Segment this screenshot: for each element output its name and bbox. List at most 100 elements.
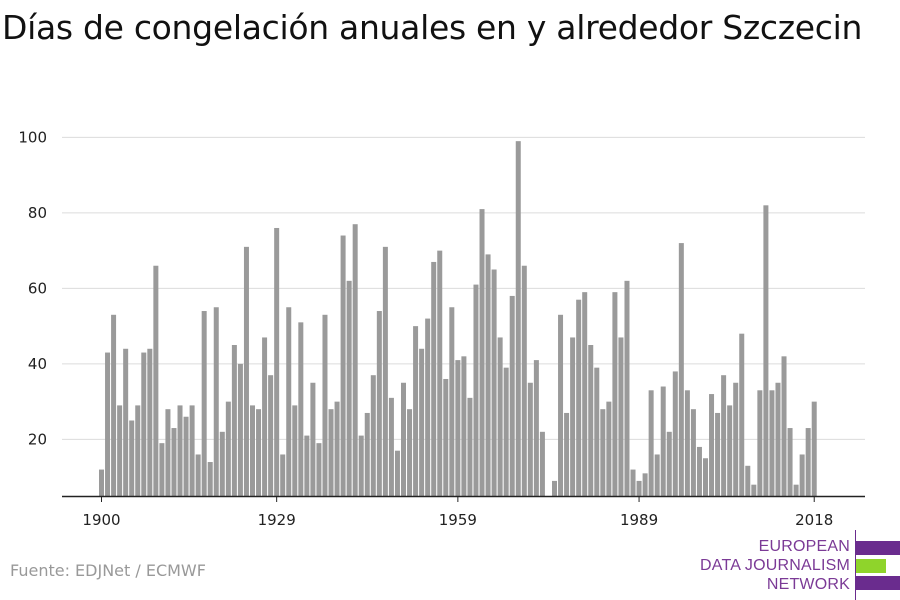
bar[interactable]: 1955: 67 (431, 261, 437, 496)
bar[interactable]: 1904: 44 (123, 348, 129, 496)
bar[interactable]: 1919: 55 (213, 307, 219, 496)
bar[interactable]: 1935: 35 (310, 382, 316, 496)
bar[interactable]: 1997: 33 (684, 390, 690, 496)
bar[interactable]: 1948: 31 (388, 397, 394, 496)
bar[interactable]: 1979: 57 (576, 299, 582, 496)
bar[interactable]: 1946: 54 (376, 311, 382, 496)
bar[interactable]: 1926: 28 (256, 409, 262, 496)
bar[interactable]: 1924: 71 (243, 246, 249, 496)
bar[interactable]: 1992: 16 (654, 454, 660, 496)
bar[interactable]: 1929: 76 (274, 227, 280, 497)
bar[interactable]: 1947: 71 (382, 246, 388, 496)
bar[interactable]: 2014: 23 (787, 428, 793, 496)
bar[interactable]: 1908: 44 (147, 348, 153, 496)
bar[interactable]: 1902: 53 (111, 314, 117, 496)
bar[interactable]: 1941: 62 (346, 280, 352, 496)
bar[interactable]: 1977: 27 (564, 412, 570, 496)
bar[interactable]: 1995: 38 (672, 371, 678, 496)
bar[interactable]: 1928: 37 (268, 375, 274, 496)
bar[interactable]: 2001: 32 (709, 394, 715, 496)
bar[interactable]: 1910: 19 (159, 443, 165, 496)
bar[interactable]: 1969: 99 (515, 141, 521, 496)
bar[interactable]: 1900: 12 (99, 469, 104, 496)
bar[interactable]: 1912: 23 (171, 428, 177, 496)
bar[interactable]: 1987: 62 (624, 280, 630, 496)
bar[interactable]: 1918: 14 (207, 462, 213, 496)
bar[interactable]: 1911: 28 (165, 409, 171, 496)
bar[interactable]: 2002: 27 (715, 412, 721, 496)
bar[interactable]: 1991: 33 (648, 390, 654, 496)
bar[interactable]: 2000: 15 (703, 458, 708, 496)
bar[interactable]: 1937: 53 (322, 314, 328, 496)
bar[interactable]: 2007: 13 (745, 465, 751, 496)
bar[interactable]: 1942: 77 (352, 224, 358, 496)
bar[interactable]: 1954: 52 (425, 318, 431, 496)
bar[interactable]: 1934: 21 (304, 435, 310, 496)
bar[interactable]: 2010: 82 (763, 205, 769, 496)
bar[interactable]: 1938: 28 (328, 409, 334, 496)
bar[interactable]: 1940: 74 (340, 235, 346, 496)
bar[interactable]: 1921: 30 (225, 401, 231, 497)
bar[interactable]: 1961: 31 (467, 397, 473, 496)
bar[interactable]: 1958: 55 (449, 307, 455, 496)
bar[interactable]: 2008: 8 (751, 484, 757, 496)
bar[interactable]: 1952: 50 (413, 326, 419, 497)
bar[interactable]: 1905: 25 (129, 420, 135, 497)
bar[interactable]: 1915: 29 (189, 405, 195, 496)
bar[interactable]: 1950: 35 (401, 382, 406, 496)
bar[interactable]: 1989: 9 (636, 480, 642, 496)
bar[interactable]: 2003: 37 (721, 375, 727, 496)
bar[interactable]: 1998: 28 (690, 409, 696, 496)
bar[interactable]: 1970: 66 (521, 265, 527, 496)
bar[interactable]: 1951: 28 (407, 409, 413, 496)
bar[interactable]: 1983: 28 (600, 409, 606, 496)
bar[interactable]: 1963: 81 (479, 209, 485, 496)
bar[interactable]: 1923: 40 (237, 363, 243, 497)
bar[interactable]: 1927: 47 (262, 337, 268, 496)
bar[interactable]: 1953: 44 (419, 348, 425, 496)
bar[interactable]: 1988: 12 (630, 469, 636, 496)
bar[interactable]: 1985: 59 (612, 292, 618, 496)
bar[interactable]: 1986: 47 (618, 337, 624, 496)
bar[interactable]: 1994: 22 (666, 431, 672, 496)
bar[interactable]: 1925: 29 (250, 405, 255, 496)
bar[interactable]: 1922: 45 (231, 345, 237, 496)
bar[interactable]: 1956: 70 (437, 250, 443, 497)
bar[interactable]: 1909: 66 (153, 265, 159, 496)
bar[interactable]: 2006: 48 (739, 333, 745, 496)
bar[interactable]: 1943: 21 (358, 435, 364, 496)
bar[interactable]: 1984: 30 (606, 401, 612, 497)
bar[interactable]: 1968: 58 (509, 295, 515, 496)
bar[interactable]: 1949: 17 (394, 450, 400, 496)
bar[interactable]: 1936: 19 (316, 443, 322, 496)
bar[interactable]: 1967: 39 (503, 367, 509, 496)
bar[interactable]: 1965: 65 (491, 269, 497, 497)
bar[interactable]: 2016: 16 (799, 454, 805, 496)
bar[interactable]: 2005: 35 (733, 382, 739, 496)
bar[interactable]: 1957: 36 (443, 378, 449, 496)
bar[interactable]: 1966: 47 (497, 337, 503, 496)
bar[interactable]: 1906: 29 (135, 405, 141, 496)
bar[interactable]: 1913: 29 (177, 405, 183, 496)
bar[interactable]: 1939: 30 (334, 401, 340, 497)
bar[interactable]: 1932: 29 (292, 405, 298, 496)
bar[interactable]: 1971: 35 (527, 382, 533, 496)
bar[interactable]: 1907: 43 (141, 352, 147, 496)
bar[interactable]: 1959: 41 (455, 360, 461, 496)
bar[interactable]: 2011: 33 (769, 390, 775, 496)
bar[interactable]: 2012: 35 (775, 382, 781, 496)
bar[interactable]: 1964: 69 (485, 254, 491, 496)
bar[interactable]: 2009: 33 (757, 390, 763, 496)
bar[interactable]: 1978: 47 (570, 337, 576, 496)
bar[interactable]: 1930: 16 (280, 454, 286, 496)
bar[interactable]: 1972: 41 (533, 360, 539, 496)
bar[interactable]: 1981: 45 (588, 345, 594, 496)
bar[interactable]: 1990: 11 (642, 473, 648, 496)
bar[interactable]: 1975: 9 (552, 480, 557, 496)
bar[interactable]: 1996: 72 (678, 243, 684, 496)
bar[interactable]: 1980: 59 (582, 292, 588, 496)
bar[interactable]: 1933: 51 (298, 322, 304, 496)
bar[interactable]: 1920: 22 (219, 431, 225, 496)
bar[interactable]: 2017: 23 (805, 428, 811, 496)
bar[interactable]: 1944: 27 (364, 412, 370, 496)
